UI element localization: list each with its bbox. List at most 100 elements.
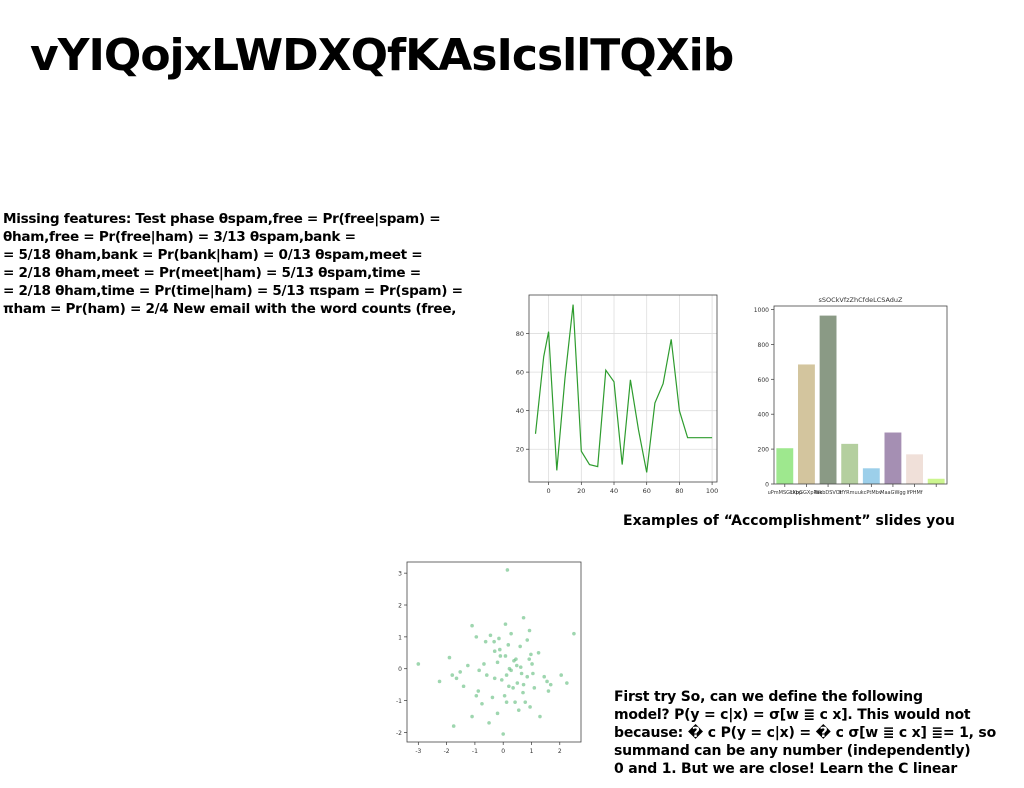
x-tick-label: 40 [610, 487, 618, 495]
bar [884, 432, 902, 484]
scatter-point [447, 655, 452, 660]
series-line [534, 304, 713, 473]
first-try-text: First try So, can we define the followin… [614, 688, 996, 778]
scatter-point [506, 643, 511, 647]
scatter-point [503, 654, 508, 658]
bar-chart: sSOCkVfzZhCfdeLCSAduZ 0 200 400 600 800 1000 uP… [754, 296, 948, 496]
y-tick-label: 40 [516, 407, 524, 415]
scatter-point [518, 665, 523, 669]
plot-frame [406, 561, 582, 743]
scatter-point [474, 635, 479, 639]
x-tick-label: uPmMSGLkbp [768, 490, 802, 496]
text-line: = 2/18 θham,time = Pr(time|ham) = 5/13 π… [3, 283, 463, 299]
scatter-point [416, 662, 421, 666]
scatter-point [466, 663, 470, 668]
y-tick-label: 20 [516, 446, 524, 454]
y-tick-label: 800 [758, 342, 770, 349]
scatter-point [516, 708, 521, 712]
plot-frame [773, 305, 948, 485]
bar [906, 454, 923, 484]
slide-title: vYIQojxLWDXQfKAsIcsllTQXib [30, 30, 734, 81]
scatter-point [488, 633, 493, 638]
plot-frame [528, 294, 718, 483]
scatter-point [470, 714, 474, 719]
scatter-point [525, 674, 530, 679]
y-tick-label: 400 [758, 412, 770, 419]
scatter-point [482, 662, 486, 666]
y-tick-label: 0 [398, 666, 402, 673]
scatter-point [536, 650, 541, 655]
scatter-point [523, 700, 528, 704]
text-line: model? P(y = c|x) = σ[w ≣ c x]. This wou… [614, 707, 971, 723]
scatter-point [530, 662, 534, 666]
scatter-point [542, 674, 547, 679]
text-line: Missing features: Test phase θspam,free … [3, 211, 441, 227]
y-tick-label: 1 [398, 634, 402, 641]
text-line: = 5/18 θham,bank = Pr(bank|ham) = 0/13 θ… [3, 247, 423, 263]
scatter-point [513, 700, 517, 704]
scatter-point [498, 647, 502, 652]
scatter-point [450, 673, 455, 677]
scatter-point [531, 671, 535, 676]
text-line: 0 and 1. But we are close! Learn the C l… [614, 761, 958, 777]
scatter-point [451, 724, 456, 728]
text-line: First try So, can we define the followin… [614, 689, 923, 705]
scatter-point [497, 636, 501, 641]
scatter-point [483, 639, 488, 644]
scatter-point [480, 701, 484, 706]
scatter-point [476, 689, 481, 693]
scatter-point [521, 690, 525, 695]
x-tick-label: -3 [415, 748, 421, 755]
y-tick-label: 600 [758, 377, 770, 384]
scatter-point [518, 644, 522, 649]
scatter-point [458, 670, 462, 674]
y-tick-label: 2 [398, 603, 402, 610]
x-tick-label: tXpGGXpPak [791, 490, 823, 496]
scatter-point [461, 684, 466, 689]
scatter-point [484, 673, 489, 677]
scatter-point [532, 686, 537, 690]
missing-features-text: Missing features: Test phase θspam,free … [3, 210, 463, 318]
text-line: θham,free = Pr(free|ham) = 3/13 θspam,ba… [3, 229, 356, 245]
scatter-point [509, 631, 513, 636]
scatter-point [525, 638, 530, 642]
scatter-point [529, 652, 533, 657]
scatter-point [521, 615, 526, 620]
scatter-point [509, 668, 513, 673]
y-tick-label: 60 [516, 369, 524, 377]
scatter-point [492, 639, 496, 644]
scatter-point [528, 705, 532, 709]
scatter-point [548, 682, 553, 687]
scatter-point [495, 660, 500, 665]
bar [776, 448, 794, 484]
bar [819, 315, 837, 484]
x-tick-label: -1 [472, 748, 478, 755]
scatter-point [492, 649, 497, 654]
x-tick-label: WebDSVOt [814, 490, 841, 496]
x-tick-label: 80 [675, 487, 683, 495]
x-tick-label: 2 [558, 748, 562, 755]
x-tick-label: kcPtMbv [861, 490, 882, 496]
bar [841, 443, 859, 484]
bar [798, 364, 815, 484]
scatter-point [474, 694, 479, 698]
x-tick-label: MaaGWgg [880, 490, 906, 496]
scatter-point [503, 622, 508, 626]
scatter-point [515, 681, 520, 685]
x-tick-label: -2 [444, 748, 450, 755]
scatter-point [572, 631, 576, 636]
scatter-point [565, 681, 569, 685]
y-tick-label: -1 [396, 698, 402, 705]
bar [927, 478, 945, 484]
scatter-point [559, 673, 563, 677]
scatter-point [499, 678, 504, 682]
scatter-point [505, 568, 510, 572]
scatter-point [521, 682, 526, 687]
y-tick-label: 200 [758, 447, 770, 454]
x-tick-label: IifYRmuu [839, 490, 861, 496]
scatter-point [492, 676, 497, 681]
scatter-point [501, 732, 505, 736]
scatter-point [504, 700, 509, 704]
scatter-point [502, 694, 507, 698]
scatter-point [512, 658, 516, 663]
